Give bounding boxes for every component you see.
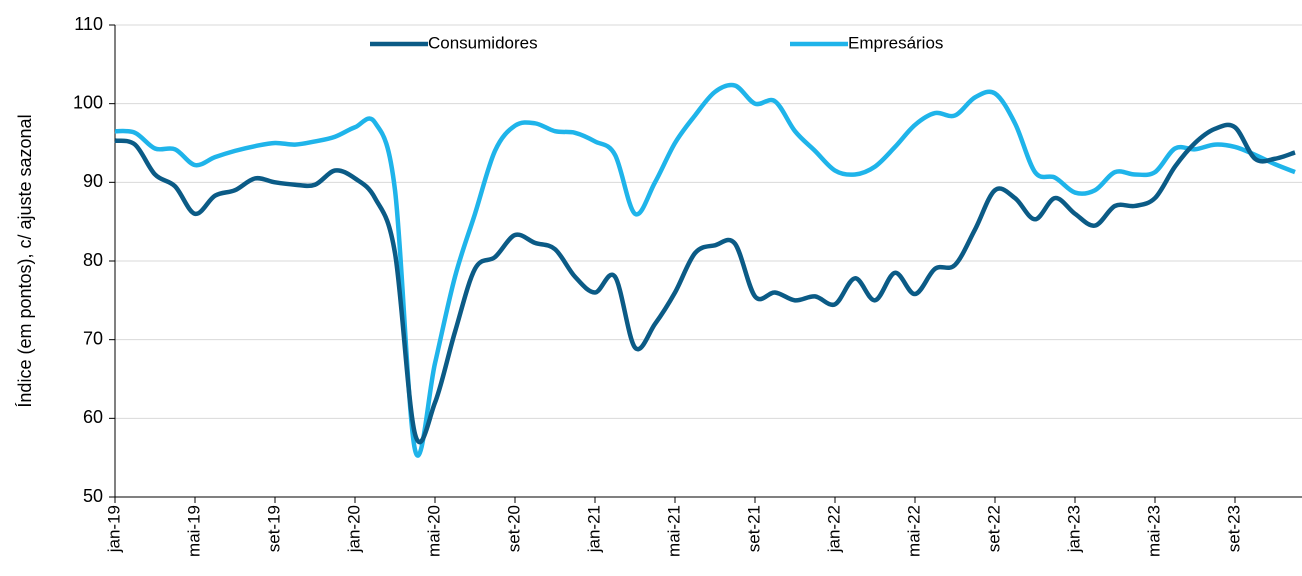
x-tick-label: mai-19 [184,505,203,557]
y-tick-label: 80 [83,250,103,270]
x-tick-label: set-23 [1224,505,1243,552]
x-tick-label: set-20 [504,505,523,552]
y-tick-label: 100 [73,92,103,112]
x-tick-label: set-22 [984,505,1003,552]
x-tick-label: jan-19 [104,505,123,553]
y-tick-label: 60 [83,407,103,427]
x-tick-label: jan-23 [1064,505,1083,553]
series-line [114,82,1296,458]
x-tick-label: mai-21 [664,505,683,557]
x-tick-label: set-19 [264,505,283,552]
legend-label: Consumidores [428,33,538,52]
x-tick-label: mai-22 [904,505,923,557]
x-tick-label: jan-20 [344,505,363,553]
y-tick-label: 90 [83,171,103,191]
y-tick-label: 70 [83,328,103,348]
x-tick-label: mai-23 [1144,505,1163,557]
y-axis-label: Índice (em pontos), c/ ajuste sazonal [15,114,35,407]
y-tick-label: 50 [83,486,103,506]
series-line [114,122,1296,445]
x-tick-label: jan-21 [584,505,603,553]
x-tick-label: set-21 [744,505,763,552]
legend-label: Empresários [848,33,943,52]
x-tick-label: mai-20 [424,505,443,557]
x-tick-label: jan-22 [824,505,843,553]
y-tick-label: 110 [74,14,103,34]
